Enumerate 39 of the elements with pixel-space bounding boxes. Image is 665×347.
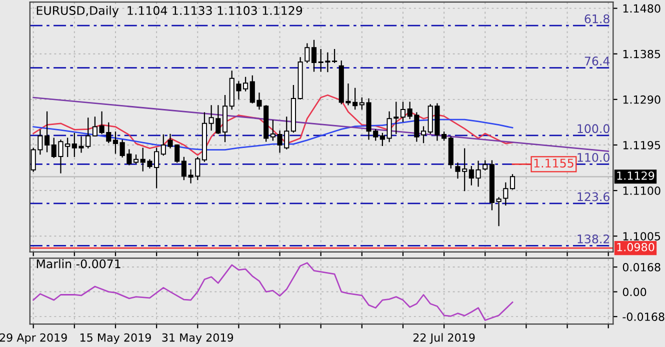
line-series xyxy=(32,94,514,156)
y-tick-label: 0.0168 xyxy=(622,262,660,272)
y-tick-label: 1.1290 xyxy=(623,95,660,104)
chart-title: EURUSD,Daily 1.1104 1.1133 1.1103 1.1129 xyxy=(36,6,302,18)
y-tick-label: 1.1480 xyxy=(623,4,660,13)
category-label: 22 Jul 2019 xyxy=(413,333,475,344)
annotation: 61.8 xyxy=(584,14,610,24)
candlestick xyxy=(112,131,118,154)
category-label: 31 May 2019 xyxy=(162,333,234,344)
candlestick xyxy=(503,182,508,206)
y-tick-label: 1.1005 xyxy=(623,232,660,240)
annotation: 123.6 xyxy=(578,192,610,202)
candlestick xyxy=(510,174,516,190)
annotation: 100.0 xyxy=(578,124,610,134)
candlestick xyxy=(380,132,385,146)
category-label: 15 May 2019 xyxy=(80,333,151,344)
y-tick-label: 1.1385 xyxy=(623,50,660,58)
ref-line-label: 1.1129 xyxy=(617,171,654,180)
y-tick-label: 1.1195 xyxy=(623,140,660,150)
candlestick xyxy=(44,111,50,152)
ref-line-label: 1.0980 xyxy=(617,242,654,252)
y-tick-label: -0.0168 xyxy=(622,312,664,321)
annotation: 1.1155 xyxy=(534,158,574,168)
candlestick xyxy=(400,102,406,122)
candlestick xyxy=(420,126,426,144)
annotation: 138.2 xyxy=(578,234,610,244)
candlestick xyxy=(482,160,488,170)
chart-title: Marlin -0.0071 xyxy=(36,259,120,268)
annotation: 110.0 xyxy=(578,152,610,162)
y-tick-label: 1.1100 xyxy=(623,186,660,195)
candlestick xyxy=(496,197,502,226)
candlestick xyxy=(332,49,338,64)
candlestick xyxy=(304,43,310,64)
y-tick-label: 0.00 xyxy=(622,288,646,296)
category-label: 29 Apr 2019 xyxy=(0,333,67,344)
annotation: 76.4 xyxy=(584,56,610,66)
candlestick xyxy=(243,76,248,92)
candlestick xyxy=(311,40,317,72)
candlestick xyxy=(92,116,98,136)
